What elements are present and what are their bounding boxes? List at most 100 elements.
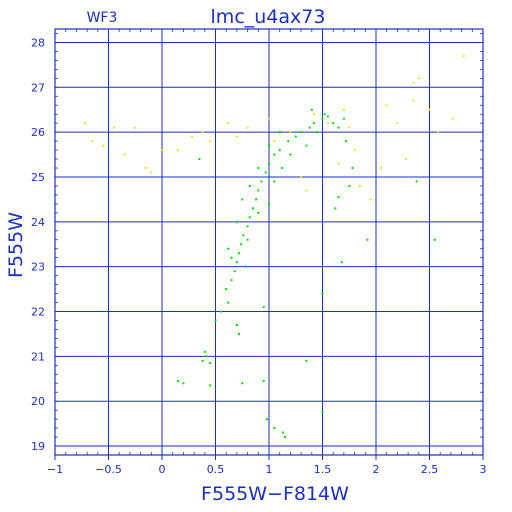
data-point-green (260, 180, 263, 183)
x-tick-label: −1 (47, 463, 63, 476)
data-point-yellow (412, 99, 415, 102)
data-point-green (203, 350, 206, 353)
data-point-yellow (161, 149, 163, 152)
data-point-green (230, 256, 233, 259)
data-point-green (257, 189, 260, 192)
data-point-green (246, 225, 249, 228)
y-tick-label: 20 (31, 395, 45, 408)
data-point-green (433, 238, 436, 241)
data-point-green (294, 135, 297, 138)
data-point-green (268, 202, 270, 205)
y-tick-labels: 19 20 21 22 23 24 25 26 27 28 (31, 36, 45, 453)
data-point-green (278, 149, 281, 152)
y-tick-label: 26 (31, 126, 45, 139)
x-tick-label: 3 (480, 463, 487, 476)
data-point-green (246, 238, 249, 241)
data-point-yellow (227, 122, 230, 125)
data-point-green (326, 115, 329, 118)
data-point-green (241, 198, 244, 201)
data-point-yellow (300, 175, 303, 178)
x-tick-label: −0.5 (95, 463, 122, 476)
data-point-yellow (417, 77, 420, 80)
data-point-green (182, 382, 185, 385)
x-tick-label: 1.5 (314, 463, 332, 476)
data-point-yellow (396, 122, 399, 125)
data-point-yellow (326, 122, 329, 125)
data-point-green (241, 382, 244, 385)
data-point-yellow (385, 104, 388, 107)
data-point-green (268, 144, 270, 147)
y-tick-label: 23 (31, 261, 45, 274)
data-point-green (305, 359, 308, 362)
data-point-green (273, 427, 276, 430)
data-point-green (305, 144, 308, 147)
data-point-green (323, 113, 326, 116)
data-point-green (248, 184, 251, 187)
data-point-yellow (83, 122, 86, 125)
data-point-green (278, 131, 281, 134)
data-point-green (242, 234, 245, 237)
data-point-green (332, 122, 335, 125)
data-point-yellow (91, 140, 94, 143)
data-point-yellow (201, 131, 204, 134)
x-tick-label: 2.5 (421, 463, 439, 476)
data-point-green (227, 247, 230, 250)
data-point-yellow (462, 54, 465, 57)
chart-title: lmc_u4ax73 (211, 6, 326, 28)
data-point-green (268, 162, 270, 165)
data-point-green (219, 310, 222, 313)
y-tick-label: 22 (31, 306, 45, 319)
data-point-yellow (353, 149, 356, 152)
data-point-yellow (268, 117, 270, 120)
y-tick-label: 21 (31, 350, 45, 363)
data-point-yellow (358, 184, 361, 187)
data-point-green (348, 184, 351, 187)
data-point-green (284, 436, 287, 439)
data-point-green (240, 243, 243, 246)
x-tick-label: 0 (159, 463, 166, 476)
plot-frame (54, 28, 484, 456)
data-point-yellow (209, 140, 212, 143)
data-point-yellow (112, 126, 115, 129)
data-point-green (225, 288, 228, 291)
y-tick-label: 24 (31, 216, 45, 229)
data-point-green (366, 238, 369, 241)
data-point-green (321, 117, 324, 120)
data-point-green (262, 306, 265, 309)
data-point-green (238, 252, 241, 255)
data-point-green (257, 211, 260, 214)
y-tick-label: 27 (31, 81, 45, 94)
data-point-yellow (144, 167, 147, 170)
data-point-yellow (150, 171, 153, 174)
data-point-yellow (273, 140, 276, 143)
data-point-yellow (342, 108, 345, 111)
data-point-green (337, 196, 340, 199)
x-tick-label: 1 (266, 463, 273, 476)
y-tick-label: 25 (31, 171, 45, 184)
data-point-yellow (380, 167, 383, 170)
data-point-green (265, 418, 268, 421)
data-point-green (308, 126, 311, 129)
data-point-green (233, 270, 236, 273)
data-point-green (334, 207, 337, 210)
data-point-yellow (289, 131, 292, 134)
x-axis-label: F555W−F814W (201, 483, 349, 505)
data-point-green (280, 167, 283, 170)
data-point-green (345, 140, 348, 143)
data-point-green (227, 301, 230, 304)
y-axis-label: F555W (5, 212, 27, 278)
data-point-green (342, 117, 345, 120)
data-point-green (262, 380, 265, 383)
y-tick-label: 28 (31, 36, 45, 49)
data-point-green (340, 261, 343, 264)
data-point-yellow (102, 144, 105, 147)
data-point-yellow (437, 131, 440, 134)
data-point-green (310, 108, 313, 111)
data-point-green (273, 153, 276, 156)
data-point-yellow (369, 198, 372, 201)
data-point-green (209, 384, 212, 387)
data-point-green (235, 261, 238, 264)
data-point-yellow (404, 158, 407, 161)
data-point-yellow (428, 108, 431, 111)
